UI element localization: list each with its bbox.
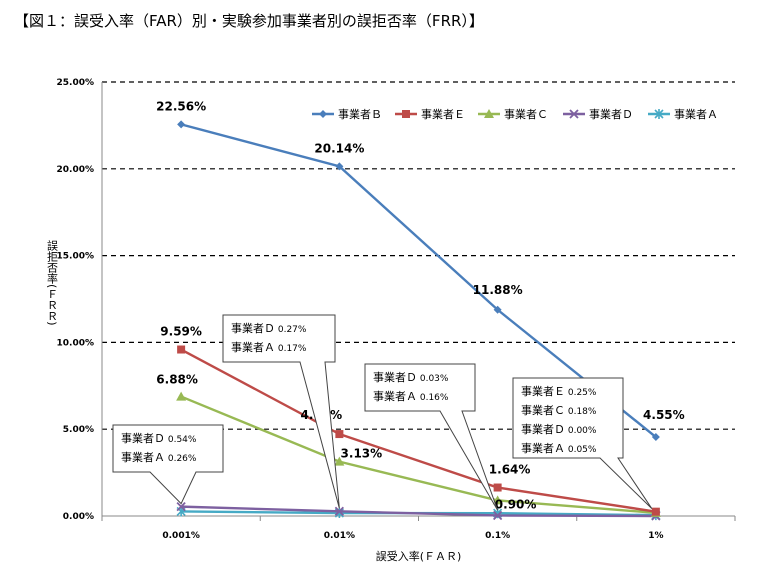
callout-company: 事業者Ｄ <box>121 432 165 445</box>
callout-value: 0.16% <box>417 393 449 403</box>
callout-box: 事業者Ｄ 0.03%事業者Ａ 0.16% <box>364 363 499 511</box>
x-tick-label: 0.1% <box>485 531 510 541</box>
callout-outline <box>112 424 224 505</box>
callout-box: 事業者Ｅ 0.25%事業者Ｃ 0.18%事業者Ｄ 0.00%事業者Ａ 0.05% <box>512 377 653 510</box>
callout-value: 0.00% <box>565 426 597 436</box>
legend-label: 事業者Ｂ <box>338 108 382 121</box>
data-point <box>651 433 660 442</box>
legend-label: 事業者Ｅ <box>421 108 465 121</box>
callout-outline <box>222 314 340 509</box>
callout-line: 事業者Ｄ 0.27% <box>231 322 307 335</box>
series-diamond <box>177 120 660 442</box>
legend-label: 事業者Ａ <box>674 108 718 121</box>
data-point <box>569 109 579 119</box>
x-tick-label: 1% <box>648 531 663 541</box>
y-tick-label: 10.00% <box>57 338 95 348</box>
callout-line: 事業者Ａ 0.05% <box>521 442 597 455</box>
legend-item: 事業者Ｅ <box>395 108 465 121</box>
callout-value: 0.26% <box>165 454 197 464</box>
callout-value: 0.54% <box>165 435 197 445</box>
callout-line: 事業者Ｄ 0.03% <box>373 371 449 384</box>
y-tick-label: 20.00% <box>57 165 95 175</box>
callout-line: 事業者Ｄ 0.54% <box>121 432 197 445</box>
data-point <box>493 305 502 314</box>
data-point <box>484 109 494 118</box>
y-tick-label: 15.00% <box>57 252 95 262</box>
data-point <box>334 456 345 466</box>
data-label: 20.14% <box>314 141 364 155</box>
x-axis-title: 誤受入率(ＦＡＲ) <box>376 549 462 563</box>
legend-label: 事業者Ｃ <box>504 108 548 121</box>
legend-background <box>305 104 735 124</box>
series-square <box>177 345 660 516</box>
data-label: 4.55% <box>643 408 685 422</box>
data-label: 11.88% <box>473 283 523 297</box>
data-point <box>402 110 410 118</box>
callout-box: 事業者Ｄ 0.54%事業者Ａ 0.26% <box>112 424 224 505</box>
callout-line: 事業者Ｃ 0.18% <box>521 404 597 417</box>
data-label: 6.88% <box>156 373 198 387</box>
data-label: 1.64% <box>489 463 531 477</box>
data-point <box>334 506 345 516</box>
data-label: 9.59% <box>160 325 202 339</box>
figure-title: 【図１：誤受入率（FAR）別・実験参加事業者別の誤拒否率（FRR）】 <box>14 12 484 30</box>
y-tick-label: 5.00% <box>63 425 94 435</box>
data-point <box>654 109 664 119</box>
data-point <box>335 430 344 439</box>
y-axis-title: 誤拒否率(ＦＲＲ) <box>46 239 59 326</box>
callout-value: 0.18% <box>565 407 597 417</box>
legend-item: 事業者Ｄ <box>563 108 633 121</box>
data-point <box>176 501 186 512</box>
data-point <box>492 510 503 521</box>
data-label: 3.13% <box>341 447 383 461</box>
callout-value: 0.03% <box>417 374 449 384</box>
callout-company: 事業者Ｄ <box>373 371 417 384</box>
legend-item: 事業者Ｃ <box>478 108 548 121</box>
callout-company: 事業者Ｅ <box>521 385 565 398</box>
callout-outline <box>364 363 499 511</box>
callout-company: 事業者Ａ <box>373 390 417 403</box>
legend-item: 事業者Ｂ <box>312 108 382 121</box>
data-point <box>177 345 186 354</box>
callout-company: 事業者Ｄ <box>231 322 275 335</box>
callout-company: 事業者Ａ <box>121 451 165 464</box>
callout-box: 事業者Ｄ 0.27%事業者Ａ 0.17% <box>222 314 340 509</box>
data-label: 22.56% <box>156 99 206 113</box>
callout-company: 事業者Ａ <box>231 341 275 354</box>
callout-value: 0.17% <box>275 344 307 354</box>
callout-value: 0.05% <box>565 445 597 455</box>
callout-value: 0.27% <box>275 325 307 335</box>
callout-company: 事業者Ａ <box>521 442 565 455</box>
callout-line: 事業者Ｄ 0.00% <box>521 423 597 436</box>
data-label: 0.90% <box>495 497 537 511</box>
legend-label: 事業者Ｄ <box>589 108 633 121</box>
data-point <box>176 391 187 401</box>
y-tick-label: 25.00% <box>57 78 95 88</box>
data-point <box>319 110 327 118</box>
series-line <box>180 123 657 438</box>
series-line <box>180 395 656 515</box>
callout-outline <box>512 377 653 510</box>
callout-line: 事業者Ａ 0.17% <box>231 341 307 354</box>
callout-line: 事業者Ｅ 0.25% <box>521 385 597 398</box>
data-point <box>177 120 186 129</box>
data-point <box>651 507 660 516</box>
data-point <box>335 162 344 171</box>
legend-item: 事業者Ａ <box>648 108 718 121</box>
series-line <box>180 348 657 513</box>
y-tick-label: 0.00% <box>63 512 94 522</box>
x-tick-label: 0.01% <box>324 531 355 541</box>
callout-company: 事業者Ｃ <box>521 404 565 417</box>
callout-company: 事業者Ｄ <box>521 423 565 436</box>
data-point <box>493 483 502 492</box>
x-tick-label: 0.001% <box>162 531 200 541</box>
callout-value: 0.25% <box>565 388 597 398</box>
callout-line: 事業者Ａ 0.26% <box>121 451 197 464</box>
callout-line: 事業者Ａ 0.16% <box>373 390 449 403</box>
series-line <box>181 505 656 518</box>
